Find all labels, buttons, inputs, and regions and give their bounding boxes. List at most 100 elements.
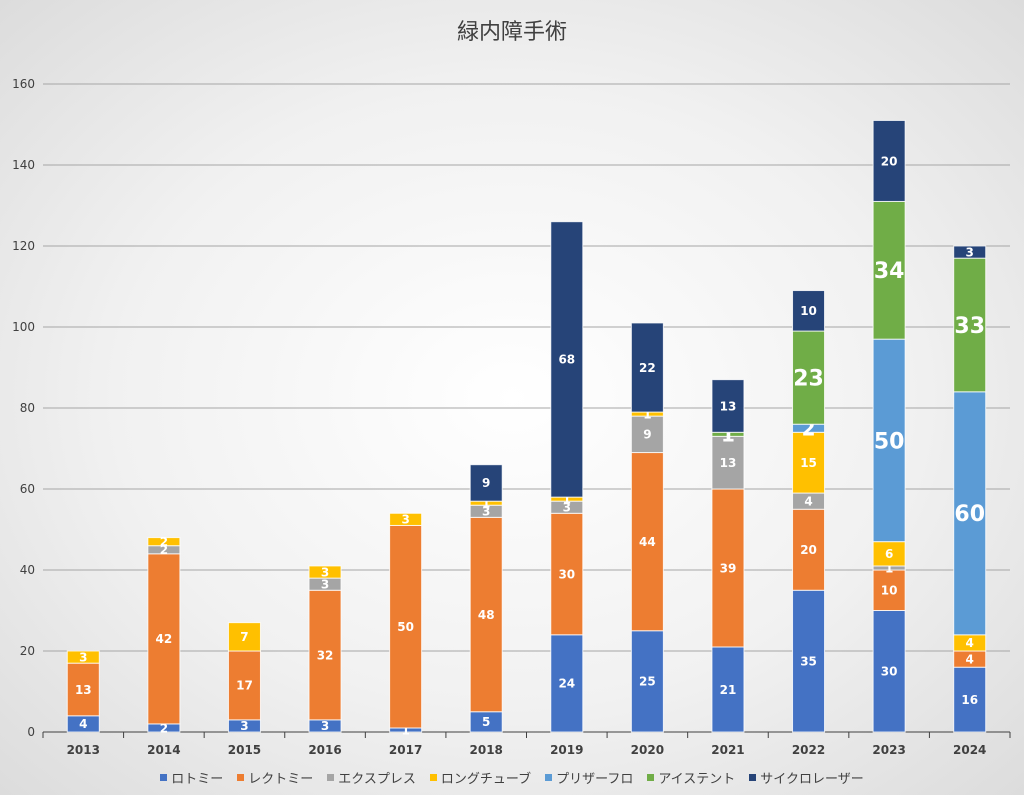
legend-item: アイステント	[647, 768, 735, 787]
bar-segment	[550, 221, 584, 498]
bar-segment	[792, 508, 826, 591]
chart-title: 緑内障手術	[456, 20, 567, 45]
data-label: 20	[881, 154, 898, 168]
y-tick-label: 20	[20, 644, 35, 658]
bar-segment	[792, 290, 826, 332]
legend-label: エクスプレス	[338, 772, 416, 787]
data-label: 6	[885, 547, 893, 561]
legend-item: サイクロレーザー	[749, 768, 864, 787]
data-label: 25	[639, 675, 656, 689]
legend-item: ロングチューブ	[429, 768, 531, 787]
data-label: 24	[558, 677, 575, 691]
bar-segment	[792, 431, 826, 494]
data-label: 3	[79, 650, 87, 664]
data-label: 4	[79, 717, 87, 731]
x-tick-label: 2022	[792, 743, 825, 757]
legend-item: プリザーフロ	[545, 768, 633, 787]
bar-segment	[66, 650, 100, 664]
legend-label: サイクロレーザー	[760, 772, 864, 787]
data-label: 3	[966, 245, 974, 259]
bar-segment	[469, 464, 503, 502]
x-tick-label: 2018	[470, 743, 503, 757]
legend-swatch	[237, 774, 245, 781]
data-label: 9	[643, 428, 651, 442]
x-tick-label: 2016	[308, 743, 341, 757]
legend-swatch	[647, 774, 655, 781]
x-tick-label: 2021	[711, 743, 744, 757]
data-label: 3	[563, 501, 571, 515]
data-label: 5	[482, 715, 490, 729]
legend-item: エクスプレス	[327, 768, 416, 787]
data-label: 3	[401, 513, 409, 527]
data-label: 13	[720, 456, 737, 470]
data-label: 32	[317, 648, 334, 662]
legend-swatch	[749, 774, 757, 781]
legend-label: プリザーフロ	[556, 772, 634, 787]
data-label: 30	[558, 567, 575, 581]
data-label: 3	[321, 565, 329, 579]
y-tick-label: 40	[20, 563, 35, 577]
data-label: 16	[961, 693, 978, 707]
bar-segment	[227, 622, 261, 652]
legend-swatch	[160, 774, 168, 781]
y-tick-label: 80	[20, 401, 35, 415]
bar-segment	[550, 512, 584, 636]
bar-segment	[872, 338, 906, 543]
bar-segment	[953, 391, 987, 636]
data-label: 17	[236, 679, 253, 693]
data-label: 1	[482, 496, 490, 510]
bar-segment	[630, 322, 664, 413]
data-label: 42	[156, 632, 173, 646]
y-tick-label: 100	[12, 320, 35, 334]
data-label: 1	[563, 492, 571, 506]
data-label: 50	[397, 620, 414, 634]
data-label: 3	[240, 719, 248, 733]
data-label: 20	[800, 543, 817, 557]
y-tick-label: 0	[27, 725, 35, 739]
bar-segment	[953, 245, 987, 259]
bar-segment	[872, 119, 906, 202]
data-label: 3	[321, 577, 329, 591]
data-label: 21	[720, 683, 737, 697]
x-tick-label: 2023	[872, 743, 905, 757]
data-label: 33	[954, 314, 985, 339]
data-label: 3	[482, 505, 490, 519]
bar-segment	[389, 512, 423, 526]
data-label: 4	[966, 636, 974, 650]
data-label: 10	[881, 584, 898, 598]
y-tick-label: 60	[20, 482, 35, 496]
bar-segment	[953, 666, 987, 733]
data-label: 60	[954, 502, 985, 527]
x-tick-label: 2020	[631, 743, 664, 757]
data-label: 2	[160, 543, 168, 557]
data-label: 39	[720, 561, 737, 575]
bar-segment	[711, 646, 745, 733]
data-label: 3	[321, 719, 329, 733]
y-tick-label: 140	[12, 158, 35, 172]
legend-swatch	[429, 774, 437, 781]
data-label: 68	[558, 353, 575, 367]
bar-segment	[66, 662, 100, 717]
bar-segment	[227, 650, 261, 721]
x-tick-label: 2013	[67, 743, 100, 757]
bar-segment	[147, 553, 181, 725]
data-label: 1	[885, 561, 893, 575]
bar-segment	[630, 630, 664, 733]
data-label: 44	[639, 535, 656, 549]
bar-segment	[792, 330, 826, 425]
bar-segment	[872, 541, 906, 567]
legend-label: アイステント	[658, 772, 736, 787]
x-tick-label: 2017	[389, 743, 422, 757]
data-label: 1	[643, 407, 651, 421]
bar-segment	[308, 565, 342, 579]
data-label: 48	[478, 608, 495, 622]
data-label: 23	[793, 367, 824, 392]
data-label: 9	[482, 476, 490, 490]
data-label: 2	[160, 535, 168, 549]
data-label: 22	[639, 361, 656, 375]
legend-item: レクトミー	[237, 768, 313, 787]
legend-swatch	[327, 774, 335, 781]
legend-label: ロトミー	[171, 772, 224, 787]
